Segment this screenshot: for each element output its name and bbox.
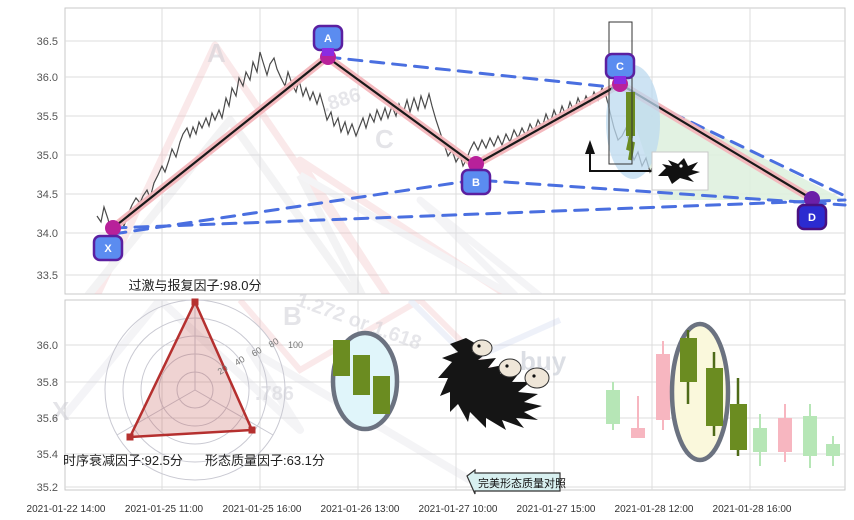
radar-tick-40: 40 xyxy=(233,354,247,368)
radar-tick-60: 60 xyxy=(250,345,264,359)
ytick-36-5: 36.5 xyxy=(37,36,58,48)
watermark-letter-a: A xyxy=(207,38,226,68)
ytick-34-5: 34.5 xyxy=(37,189,58,201)
pattern-point-x-label: X xyxy=(104,243,112,255)
comparison-callout-label: 完美形态质量对照 xyxy=(478,476,566,490)
watermark-letter-b: B xyxy=(283,301,302,331)
eagle-image-top xyxy=(651,151,709,191)
candlestick-group-left xyxy=(330,330,400,432)
candle-left-2 xyxy=(353,355,370,395)
candle-r7 xyxy=(753,414,767,466)
annotation-arrow-to-c xyxy=(585,21,672,172)
candle-left-1 xyxy=(333,340,350,376)
xtick-6: 2021-01-28 12:00 xyxy=(615,504,694,515)
ytick-34-0: 34.0 xyxy=(37,228,58,240)
pattern-point-a-label: A xyxy=(324,33,332,45)
radar-tick-20: 20 xyxy=(216,363,230,377)
xtick-1: 2021-01-25 11:00 xyxy=(125,504,204,515)
candle-r9 xyxy=(803,404,817,468)
pattern-point-b[interactable]: B xyxy=(460,156,492,196)
xtick-3: 2021-01-26 13:00 xyxy=(321,504,400,515)
pattern-point-x[interactable]: X xyxy=(92,220,124,262)
watermark-ratio-786: .786 xyxy=(255,383,294,405)
mini-candles-at-c xyxy=(626,92,635,161)
pattern-point-markers: X A B C xyxy=(92,24,828,262)
guide-dashed-lower xyxy=(111,198,847,230)
candle-r1 xyxy=(606,382,620,430)
pattern-point-c[interactable]: C xyxy=(604,52,636,92)
candle-left-3 xyxy=(373,376,390,414)
radar-axis-label-quality: 形态质量因子:63.1分 xyxy=(205,453,325,468)
candle-r6-highlight xyxy=(730,378,747,456)
radar-tick-80: 80 xyxy=(267,336,281,350)
candlestick-group-right xyxy=(606,321,840,468)
watermark-letter-c: C xyxy=(375,124,394,154)
pattern-point-d-label: D xyxy=(808,212,816,224)
candle-r8 xyxy=(778,404,792,462)
x-axis-ticks: 2021-01-22 14:00 2021-01-25 11:00 2021-0… xyxy=(27,504,792,515)
ytick-33-5: 33.5 xyxy=(37,270,58,282)
ytick2-35-4: 35.4 xyxy=(37,449,58,461)
watermark-letter-x: X xyxy=(52,396,70,426)
eagle-image-bottom xyxy=(438,338,550,430)
xtick-2: 2021-01-25 16:00 xyxy=(223,504,302,515)
xtick-4: 2021-01-27 10:00 xyxy=(419,504,498,515)
radar-vertices xyxy=(126,298,256,441)
xtick-5: 2021-01-27 15:00 xyxy=(517,504,596,515)
ytick-35-0: 35.0 xyxy=(37,150,58,162)
pattern-point-a[interactable]: A xyxy=(312,24,344,65)
ytick-35-5: 35.5 xyxy=(37,111,58,123)
ytick2-36-0: 36.0 xyxy=(37,340,58,352)
pattern-point-c-label: C xyxy=(616,61,624,73)
radar-polygon xyxy=(127,299,254,439)
pattern-point-b-label: B xyxy=(472,177,480,189)
radar-spokes xyxy=(116,300,274,436)
candle-r2 xyxy=(631,396,645,438)
candle-r10 xyxy=(826,436,840,466)
candlestick-panel-y-axis: 36.0 35.8 35.6 35.4 35.2 xyxy=(37,340,58,494)
candle-r4-highlight xyxy=(680,330,697,404)
candle-r3 xyxy=(656,341,670,430)
ytick2-35-8: 35.8 xyxy=(37,377,58,389)
ytick2-35-6: 35.6 xyxy=(37,413,58,425)
pattern-point-d[interactable]: D xyxy=(796,191,828,231)
xtick-0: 2021-01-22 14:00 xyxy=(27,504,106,515)
xtick-7: 2021-01-28 16:00 xyxy=(713,504,792,515)
ytick2-35-2: 35.2 xyxy=(37,482,58,494)
radar-tick-100: 100 xyxy=(288,340,303,350)
ytick-36-0: 36.0 xyxy=(37,72,58,84)
radar-chart: 20 40 60 80 100 过激与报复因子:98.0分 时序衰减因子:92.… xyxy=(63,278,325,481)
comparison-callout[interactable]: 完美形态质量对照 xyxy=(466,468,566,495)
radar-axis-label-decay: 时序衰减因子:92.5分 xyxy=(63,453,183,468)
candle-r5-highlight xyxy=(706,352,723,436)
main-panel-y-axis: 36.5 36.0 35.5 35.0 34.5 34.0 33.5 xyxy=(37,36,58,282)
radar-axis-label-excess: 过激与报复因子:98.0分 xyxy=(129,278,262,293)
